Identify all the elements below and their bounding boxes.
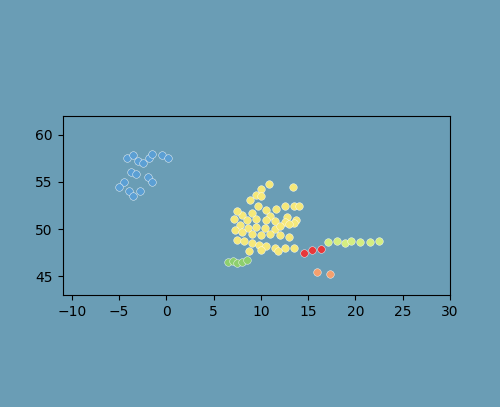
Point (248, 240, 256, 247)
Point (130, 152, 138, 159)
Point (243, 257, 251, 264)
Point (234, 236, 241, 243)
Point (284, 214, 292, 220)
Point (244, 247, 252, 254)
Point (255, 242, 263, 249)
Point (341, 240, 349, 247)
Point (300, 249, 308, 256)
Point (130, 193, 138, 199)
Point (254, 203, 262, 210)
Point (234, 260, 241, 267)
Point (257, 232, 265, 238)
Point (266, 231, 274, 237)
Point (146, 155, 154, 162)
Point (326, 270, 334, 277)
Point (276, 223, 284, 230)
Point (289, 184, 297, 190)
Point (224, 259, 232, 265)
Point (236, 222, 244, 229)
Point (238, 259, 246, 265)
Point (316, 246, 324, 252)
Point (280, 203, 288, 210)
Point (366, 239, 374, 246)
Point (230, 216, 237, 222)
Point (266, 181, 274, 187)
Point (257, 247, 265, 253)
Point (252, 192, 260, 198)
Point (312, 269, 320, 275)
Point (308, 247, 316, 253)
Point (290, 245, 298, 251)
Point (290, 202, 298, 209)
Point (276, 232, 284, 238)
Point (228, 258, 236, 265)
Point (144, 174, 152, 180)
Point (257, 193, 265, 199)
Point (286, 221, 294, 228)
Point (238, 229, 246, 235)
Point (244, 225, 252, 232)
Point (266, 213, 274, 219)
Point (164, 155, 172, 162)
Point (126, 169, 134, 176)
Point (262, 207, 270, 214)
Point (139, 160, 147, 166)
Point (280, 245, 288, 251)
Point (252, 216, 260, 222)
Point (375, 237, 383, 244)
Point (246, 197, 254, 203)
Point (240, 238, 248, 245)
Point (123, 155, 131, 162)
Point (261, 225, 269, 232)
Point (243, 217, 251, 223)
Point (271, 226, 279, 232)
Point (238, 212, 246, 218)
Point (272, 206, 280, 212)
Point (158, 152, 166, 159)
Point (262, 243, 270, 249)
Point (124, 188, 132, 195)
Point (347, 238, 355, 245)
Point (271, 217, 279, 224)
Point (134, 158, 142, 164)
Point (120, 179, 128, 185)
Point (332, 238, 340, 245)
Point (148, 151, 156, 158)
Point (292, 217, 300, 223)
Point (115, 184, 123, 190)
Point (136, 188, 144, 195)
Point (230, 227, 238, 233)
Point (252, 224, 260, 230)
Point (295, 202, 303, 209)
Point (248, 231, 256, 237)
Point (148, 179, 156, 185)
Point (234, 208, 241, 214)
Point (248, 210, 256, 217)
Point (324, 239, 332, 246)
Point (290, 219, 298, 226)
Point (262, 217, 270, 223)
Point (286, 234, 294, 240)
Point (274, 247, 282, 254)
Point (257, 185, 265, 192)
Point (132, 171, 140, 177)
Point (356, 239, 364, 246)
Point (280, 218, 288, 225)
Point (271, 245, 279, 251)
